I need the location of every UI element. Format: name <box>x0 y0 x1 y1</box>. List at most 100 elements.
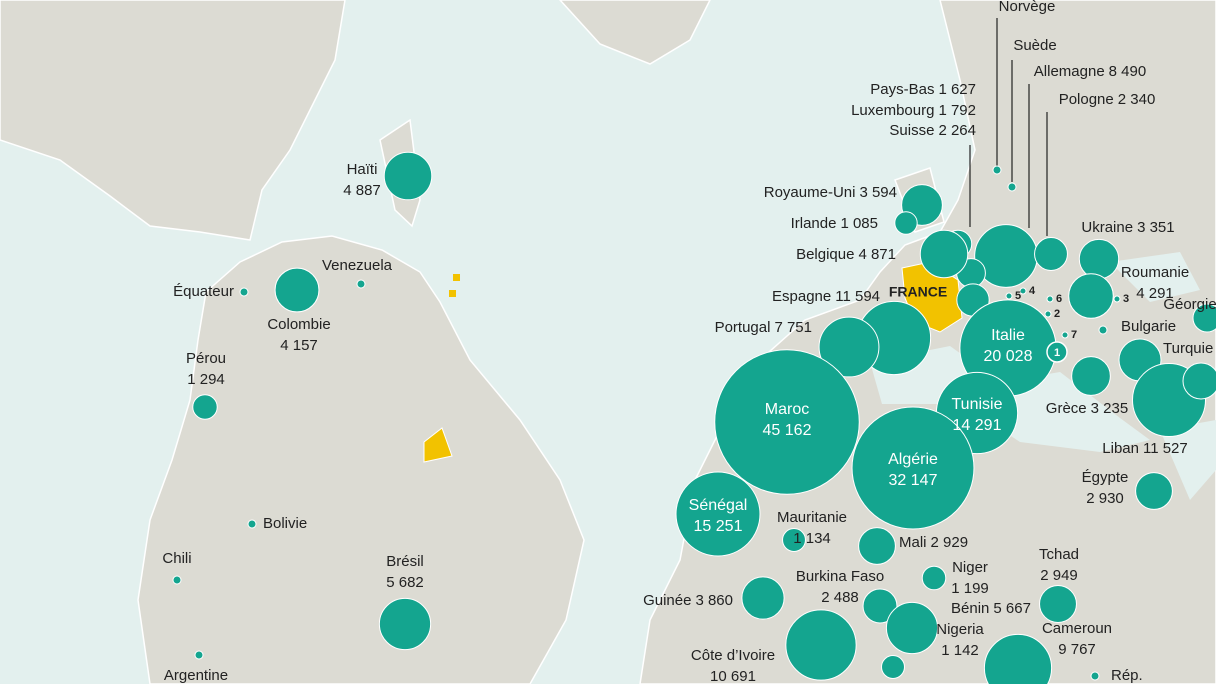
country-label: Ukraine 3 351 <box>1081 219 1174 236</box>
country-name: Belgique <box>796 246 854 263</box>
country-value: 20 028 <box>984 348 1033 365</box>
country-label: Bénin 5 667 <box>951 600 1031 617</box>
country-name: Géorgie <box>1163 296 1216 313</box>
country-name: Pays-Bas <box>870 81 934 98</box>
country-name: Sénégal <box>689 497 748 514</box>
country-value: 5 667 <box>993 600 1031 617</box>
country-value: 1 294 <box>187 371 225 388</box>
leader-lines <box>969 18 1048 236</box>
country-circle <box>1068 273 1114 319</box>
country-label: Grèce 3 235 <box>1046 400 1128 417</box>
country-name: Argentine <box>164 667 228 684</box>
country-circle <box>785 609 857 681</box>
country-value: 3 351 <box>1137 219 1175 236</box>
country-value: 1 134 <box>793 530 831 547</box>
country-value: 1 085 <box>840 215 878 232</box>
country-name: Mauritanie <box>777 509 847 526</box>
country-name: Cameroun <box>1042 620 1112 637</box>
country-name: Bénin <box>951 600 989 617</box>
country-name: Colombie <box>267 316 330 333</box>
country-dot <box>1192 303 1216 333</box>
country-circle <box>851 406 975 530</box>
country-circle <box>921 565 947 591</box>
country-value: 2 929 <box>931 534 969 551</box>
country-name: Maroc <box>765 401 809 418</box>
country-circle <box>818 316 880 378</box>
country-dot <box>1090 671 1100 681</box>
country-value: 2 930 <box>1086 490 1124 507</box>
country-value: 7 751 <box>774 319 812 336</box>
marker-label: 3 <box>1123 293 1129 305</box>
country-name: Côte d’Ivoire <box>691 647 775 664</box>
country-name: Portugal <box>715 319 771 336</box>
country-circle <box>1034 237 1068 271</box>
country-name: Équateur <box>173 283 234 300</box>
country-name: Bulgarie <box>1121 318 1176 335</box>
country-value: 9 767 <box>1058 641 1096 658</box>
country-value: 1 627 <box>938 81 976 98</box>
country-value: 2 340 <box>1118 91 1156 108</box>
country-circle <box>881 655 905 679</box>
country-name: Irlande <box>791 215 837 232</box>
country-name: Haïti <box>347 161 378 178</box>
country-label: Portugal 7 751 <box>715 319 812 336</box>
marker-dot <box>1019 287 1027 295</box>
country-value: 4 871 <box>858 246 896 263</box>
marker-label: 1 <box>1054 347 1060 359</box>
country-name: Espagne <box>772 288 831 305</box>
country-name: Luxembourg <box>851 102 934 119</box>
country-circle <box>858 527 896 565</box>
country-label: Guinée 3 860 <box>643 592 733 609</box>
country-value: 4 157 <box>280 337 318 354</box>
country-circle <box>885 601 939 655</box>
country-value: 11 527 <box>1143 440 1188 457</box>
country-value: 2 264 <box>938 122 976 139</box>
country-circle <box>378 597 432 651</box>
country-label: Pologne 2 340 <box>1059 91 1156 108</box>
country-value: 2 488 <box>821 589 859 606</box>
country-circle <box>919 229 969 279</box>
country-name: Burkina Faso <box>796 568 884 585</box>
marker-label: 7 <box>1071 329 1077 341</box>
country-value: 11 594 <box>835 288 880 305</box>
country-value: 2 949 <box>1040 567 1078 584</box>
country-name: Niger <box>952 559 988 576</box>
country-name: Tchad <box>1039 546 1079 563</box>
country-name: Pologne <box>1059 91 1114 108</box>
country-circle <box>1135 472 1173 510</box>
country-value: 1 199 <box>951 580 989 597</box>
country-name: Rép. <box>1111 667 1143 684</box>
country-value: 3 594 <box>859 184 897 201</box>
marker-label: 4 <box>1029 285 1036 297</box>
marker-circle <box>1046 341 1068 363</box>
country-value: 1 142 <box>941 642 979 659</box>
country-name: Ukraine <box>1081 219 1133 236</box>
country-label: Royaume-Uni 3 594 <box>764 184 897 201</box>
country-dot <box>992 165 1002 175</box>
country-circle <box>782 528 806 552</box>
country-value: 8 490 <box>1109 63 1147 80</box>
marker-label: 5 <box>1015 290 1021 302</box>
country-dot <box>356 279 366 289</box>
country-circle <box>862 588 898 624</box>
country-circle <box>714 349 860 495</box>
country-label: Liban 11 527 <box>1102 440 1187 457</box>
country-value: 5 682 <box>386 574 424 591</box>
country-value: 4 291 <box>1136 285 1174 302</box>
marker-label: 2 <box>1054 308 1060 320</box>
country-name: Grèce <box>1046 400 1087 417</box>
france-label: FRANCE <box>889 284 947 300</box>
country-value: 3 860 <box>695 592 733 609</box>
country-label: Allemagne 8 490 <box>1034 63 1146 80</box>
country-value: 14 291 <box>953 417 1002 434</box>
country-dot <box>247 519 257 529</box>
country-circle <box>741 576 785 620</box>
marker-dot <box>1005 292 1013 300</box>
country-name: Chili <box>162 550 191 567</box>
country-name: Suède <box>1013 37 1056 54</box>
country-circle <box>1039 585 1077 623</box>
country-name: Nigeria <box>936 621 984 638</box>
marker-label: 6 <box>1056 293 1062 305</box>
